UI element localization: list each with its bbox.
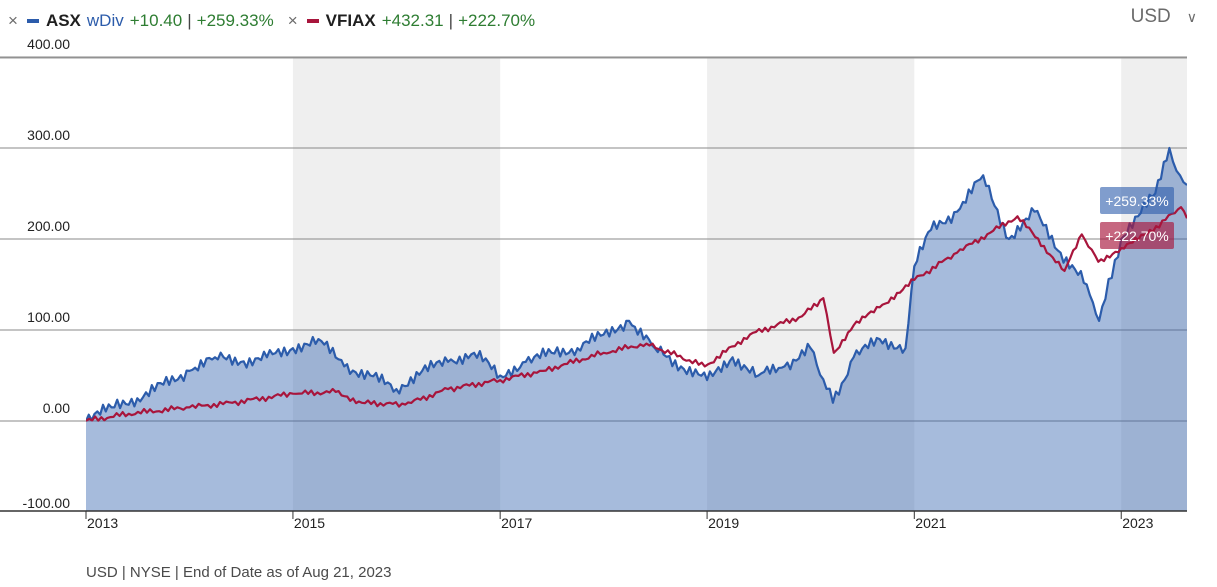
series-swatch-vfiax bbox=[306, 19, 319, 23]
legend-change-pct-asx: +259.33% bbox=[196, 11, 274, 30]
series-line-vfiax bbox=[86, 206, 1187, 422]
end-label-text: +259.33% bbox=[1105, 193, 1168, 209]
legend-item-vfiax: × VFIAX +432.31 | +222.70% bbox=[288, 11, 535, 31]
close-icon[interactable]: × bbox=[287, 11, 298, 30]
year-band bbox=[1121, 58, 1187, 511]
end-label-asx: +259.33% bbox=[1100, 187, 1174, 214]
x-tick-label: 2013 bbox=[87, 515, 118, 531]
performance-chart: 400.00 300.00 200.00 100.00 0.00 -100.00 +259.… bbox=[0, 36, 1187, 531]
end-label-vfiax: +222.70% bbox=[1100, 222, 1174, 249]
legend-change-pct-vfiax: +222.70% bbox=[458, 11, 536, 30]
legend-item-asx: × ASX wDiv +10.40 | +259.33% bbox=[8, 11, 274, 31]
series-area-asx bbox=[86, 148, 1187, 511]
legend-qualifier-asx[interactable]: wDiv bbox=[86, 11, 124, 30]
end-label-bg bbox=[1100, 187, 1174, 214]
end-label-text: +222.70% bbox=[1105, 228, 1168, 244]
y-tick-label: 0.00 bbox=[43, 400, 70, 416]
series-swatch-asx bbox=[26, 19, 39, 23]
y-tick-label: 300.00 bbox=[27, 127, 70, 143]
legend-change-asx: +10.40 bbox=[129, 11, 183, 30]
y-tick-label: -100.00 bbox=[23, 495, 71, 511]
chart-legend: × ASX wDiv +10.40 | +259.33% × VFIAX +43… bbox=[8, 8, 549, 34]
close-icon[interactable]: × bbox=[8, 11, 18, 30]
legend-ticker-vfiax[interactable]: VFIAX bbox=[325, 11, 376, 30]
series-line-asx bbox=[86, 146, 1187, 422]
x-tick-label: 2021 bbox=[915, 515, 946, 531]
end-label-bg bbox=[1100, 222, 1174, 249]
y-tick-label: 400.00 bbox=[27, 36, 70, 52]
footer-note: USD | NYSE | End of Date as of Aug 21, 2… bbox=[86, 564, 392, 581]
currency-selector[interactable]: USD ∨ bbox=[1131, 6, 1197, 28]
y-tick-label: 200.00 bbox=[27, 218, 70, 234]
legend-separator: | bbox=[187, 11, 192, 30]
x-tick-label: 2023 bbox=[1122, 515, 1153, 531]
legend-ticker-asx[interactable]: ASX bbox=[45, 11, 81, 30]
legend-separator: | bbox=[448, 11, 454, 30]
x-tick-label: 2017 bbox=[501, 515, 532, 531]
x-tick-label: 2019 bbox=[708, 515, 739, 531]
chevron-down-icon: ∨ bbox=[1186, 8, 1197, 25]
currency-label: USD bbox=[1130, 6, 1171, 27]
year-band bbox=[707, 58, 915, 511]
y-tick-label: 100.00 bbox=[27, 309, 70, 325]
year-band bbox=[292, 58, 501, 511]
legend-change-vfiax: +432.31 bbox=[381, 11, 444, 30]
x-tick-label: 2015 bbox=[294, 515, 325, 531]
